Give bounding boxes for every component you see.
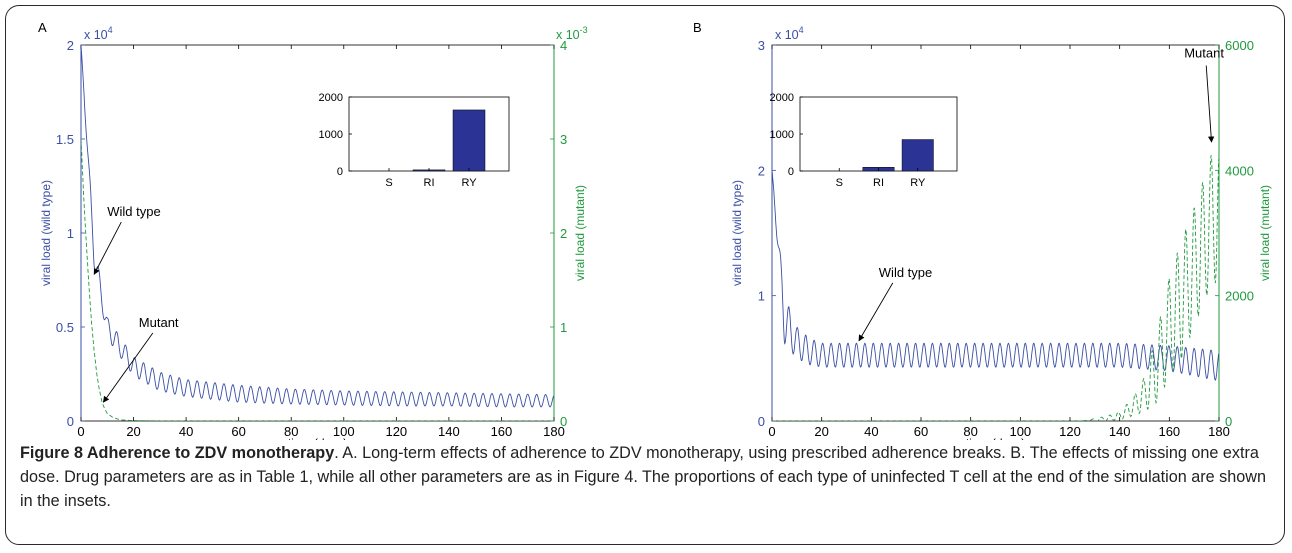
panel-label: B	[693, 20, 702, 35]
series-line-wild-type	[772, 170, 1219, 381]
y-left-tick-label: 0	[758, 414, 765, 429]
inset-y-tick-label: 1000	[770, 129, 794, 141]
y-left-tick-label: 1	[758, 289, 765, 304]
annotation-arrow	[102, 332, 154, 403]
x-tick-label: 160	[1158, 424, 1180, 439]
inset-x-tick-label: RY	[461, 177, 477, 189]
caption-title: Figure 8 Adherence to ZDV monotherapy	[20, 444, 335, 462]
annotation-label: Wild type	[107, 204, 160, 219]
inset-y-tick-label: 0	[788, 166, 794, 178]
y-right-tick-label: 2000	[1225, 289, 1254, 304]
y-right-tick-label: 2	[560, 226, 567, 241]
series-line-mutant	[772, 155, 1219, 421]
x-tick-label: 80	[963, 424, 977, 439]
x-tick-label: 120	[1059, 424, 1081, 439]
x-axis-label: time (days)	[966, 436, 1025, 440]
inset-x-tick-label: S	[385, 177, 392, 189]
inset-x-tick-label: RI	[424, 177, 435, 189]
inset-x-tick-label: RY	[910, 177, 926, 189]
x-tick-label: 40	[864, 424, 878, 439]
y-left-axis-label: viral load (wild type)	[730, 180, 744, 286]
y-left-multiplier: x 104	[84, 25, 113, 42]
x-tick-label: 140	[438, 424, 460, 439]
annotation-arrow	[858, 282, 894, 342]
y-right-tick-label: 3	[560, 132, 567, 147]
x-tick-label: 180	[1208, 424, 1230, 439]
x-tick-label: 0	[77, 424, 84, 439]
y-left-tick-label: 2	[758, 163, 765, 178]
figure-svg: A020406080100120140160180time (days)00.5…	[38, 20, 1272, 440]
y-left-tick-label: 3	[758, 38, 765, 53]
x-tick-label: 20	[126, 424, 140, 439]
caption-text: . A. Long-term effects of adherence to Z…	[20, 444, 1266, 510]
annotation-label: Mutant	[139, 315, 179, 330]
annotation-label: Mutant	[1184, 46, 1224, 61]
figure-frame	[5, 5, 1285, 545]
x-tick-label: 180	[543, 424, 565, 439]
inset-y-tick-label: 2000	[770, 92, 794, 104]
panel-a: A020406080100120140160180time (days)00.5…	[38, 20, 588, 440]
annotation-arrow	[93, 221, 122, 275]
annotation-arrow	[1205, 65, 1215, 143]
x-tick-label: 40	[179, 424, 193, 439]
series-line-wild-type	[81, 45, 554, 408]
x-tick-label: 60	[914, 424, 928, 439]
panel-b: B 0 20 40 60 80 100 120 140 160 180 time (days) 0 1 2 3…	[693, 20, 1272, 440]
x-tick-label: 0	[768, 424, 775, 439]
series-line-mutant	[81, 138, 554, 421]
y-right-tick-label: 4000	[1225, 163, 1254, 178]
x-tick-label: 80	[284, 424, 298, 439]
inset-y-tick-label: 1000	[319, 129, 343, 141]
y-left-tick-label: 0	[67, 414, 74, 429]
y-left-tick-label: 2	[67, 38, 74, 53]
x-tick-label: 100	[333, 424, 355, 439]
y-right-tick-label: 4	[560, 38, 567, 53]
y-left-multiplier: x 104	[775, 25, 804, 42]
x-tick-label: 100	[1009, 424, 1031, 439]
y-right-axis-label: viral load (mutant)	[573, 185, 587, 281]
x-tick-label: 160	[491, 424, 513, 439]
y-right-tick-label: 1	[560, 320, 567, 335]
x-tick-label: 140	[1109, 424, 1131, 439]
inset-x-tick-label: RI	[873, 177, 884, 189]
inset-bar-ry	[452, 109, 486, 172]
inset-bar-ry	[901, 139, 934, 172]
y-right-multiplier: x 10-3	[556, 25, 588, 42]
x-tick-label: 120	[385, 424, 407, 439]
y-right-tick-label: 0	[560, 414, 567, 429]
y-right-tick-label: 6000	[1225, 38, 1254, 53]
y-left-axis-label: viral load (wild type)	[39, 180, 53, 286]
annotation-label: Wild type	[879, 265, 932, 280]
y-left-tick-label: 1.5	[56, 132, 74, 147]
figure-caption: Figure 8 Adherence to ZDV monotherapy. A…	[20, 441, 1275, 513]
inset-y-tick-label: 0	[337, 166, 343, 178]
inset-y-tick-label: 2000	[319, 92, 343, 104]
panel-label: A	[38, 20, 47, 35]
y-left-tick-label: 0.5	[56, 320, 74, 335]
inset-x-tick-label: S	[836, 177, 843, 189]
y-right-tick-label: 0	[1225, 414, 1232, 429]
x-axis-label: time (days)	[288, 436, 347, 440]
x-tick-label: 60	[231, 424, 245, 439]
x-tick-label: 20	[814, 424, 828, 439]
y-right-axis-label: viral load (mutant)	[1258, 185, 1272, 281]
y-left-tick-label: 1	[67, 226, 74, 241]
